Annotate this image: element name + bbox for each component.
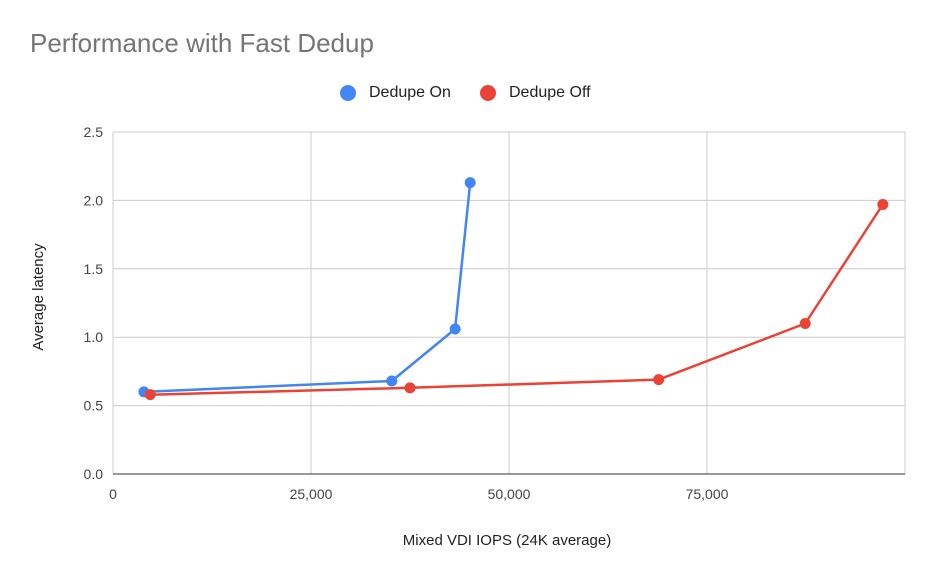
x-tick-label: 75,000: [686, 486, 729, 502]
legend: Dedupe On Dedupe Off: [0, 81, 936, 105]
data-point[interactable]: [653, 374, 665, 386]
data-point[interactable]: [799, 318, 811, 330]
legend-label: Dedupe Off: [509, 84, 591, 101]
x-tick-label: 0: [109, 486, 117, 502]
y-tick-label: 2.5: [84, 124, 104, 140]
y-axis-ticks: 0.0 0.5 1.0 1.5 2.0 2.5: [84, 124, 104, 482]
legend-item-dedupe-on[interactable]: Dedupe On: [340, 81, 451, 105]
legend-item-dedupe-off[interactable]: Dedupe Off: [480, 81, 591, 105]
y-tick-label: 0.5: [84, 398, 104, 414]
x-tick-label: 25,000: [290, 486, 333, 502]
series-layer: [138, 177, 889, 401]
y-tick-label: 1.0: [84, 329, 104, 345]
x-axis-title: Mixed VDI IOPS (24K average): [403, 532, 611, 549]
legend-marker-icon: [340, 85, 356, 101]
data-point[interactable]: [877, 199, 889, 211]
chart-title: Performance with Fast Dedup: [30, 28, 374, 58]
y-tick-label: 0.0: [84, 466, 104, 482]
y-tick-label: 2.0: [84, 192, 104, 208]
legend-marker-icon: [480, 85, 496, 101]
data-point[interactable]: [386, 375, 398, 387]
gridlines: [112, 131, 906, 475]
data-point[interactable]: [404, 382, 416, 394]
y-tick-label: 1.5: [84, 261, 104, 277]
x-axis-ticks: 0 25,000 50,000 75,000: [109, 486, 729, 502]
y-axis-title: Average latency: [30, 243, 47, 351]
data-point[interactable]: [144, 389, 156, 401]
series-line-1: [148, 203, 885, 396]
data-point[interactable]: [449, 323, 461, 335]
data-point[interactable]: [464, 177, 476, 189]
series-line-0: [142, 181, 472, 394]
legend-label: Dedupe On: [369, 84, 451, 101]
x-tick-label: 50,000: [488, 486, 531, 502]
